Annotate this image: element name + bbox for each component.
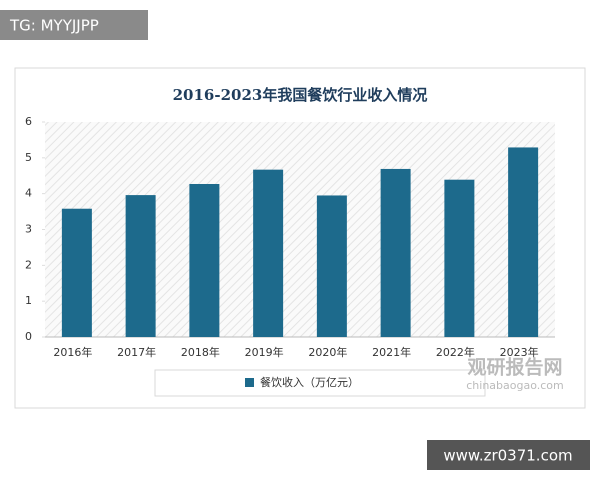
bar xyxy=(380,168,411,337)
x-tick-label: 2021年 xyxy=(372,345,411,359)
bar xyxy=(61,208,92,337)
x-tick-label: 2016年 xyxy=(53,345,92,359)
chart-title: 2016-2023年我国餐饮行业收入情况 xyxy=(173,86,428,104)
bar xyxy=(189,183,220,337)
y-tick-label: 1 xyxy=(25,294,32,307)
watermark: TG: MYYJJPP xyxy=(9,17,99,35)
x-tick-label: 2022年 xyxy=(436,345,475,359)
x-tick-label: 2017年 xyxy=(117,345,156,359)
y-tick-label: 2 xyxy=(25,258,32,271)
watermark-box xyxy=(0,10,148,40)
y-tick-label: 3 xyxy=(25,223,32,236)
watermark: www.zr0371.com xyxy=(443,447,572,465)
logo-name: 观研报告网 xyxy=(467,356,562,379)
x-tick-label: 2019年 xyxy=(245,345,284,359)
y-tick-label: 5 xyxy=(25,151,32,164)
y-tick-label: 6 xyxy=(25,115,32,128)
bar xyxy=(316,195,347,337)
bar xyxy=(125,195,156,337)
plot-area xyxy=(45,122,555,337)
watermark-box xyxy=(427,440,590,470)
x-tick-label: 2018年 xyxy=(181,345,220,359)
x-tick-label: 2020年 xyxy=(308,345,347,359)
logo-url: chinabaogao.com xyxy=(466,379,564,392)
y-tick-label: 4 xyxy=(25,187,32,200)
bar xyxy=(508,147,539,337)
bar xyxy=(253,169,284,337)
legend-box xyxy=(154,369,486,397)
x-tick-label: 2023年 xyxy=(500,345,539,359)
bar xyxy=(444,179,475,337)
legend-label: 餐饮收入（万亿元） xyxy=(260,375,359,389)
legend-swatch xyxy=(245,378,254,387)
y-tick-label: 0 xyxy=(25,330,32,343)
